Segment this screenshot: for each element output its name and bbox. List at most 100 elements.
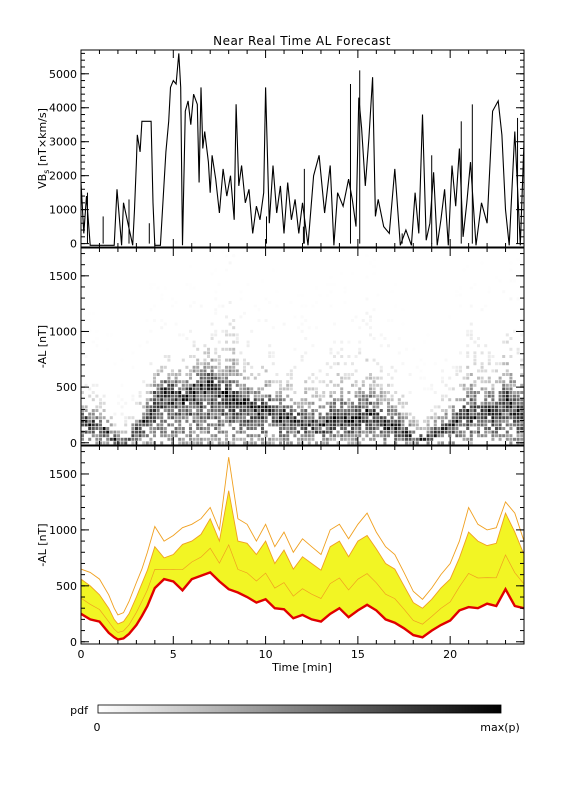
- pdf-cell: [163, 394, 167, 398]
- pdf-cell: [271, 257, 275, 261]
- pdf-cell: [214, 423, 218, 427]
- pdf-cell: [473, 401, 477, 405]
- pdf-cell: [261, 405, 264, 409]
- pdf-cell: [480, 434, 484, 438]
- pdf-cell: [203, 398, 207, 402]
- pdf-cell: [243, 376, 246, 380]
- pdf-cell: [160, 387, 164, 391]
- pdf-cell: [448, 434, 452, 438]
- pdf-cell: [271, 423, 275, 427]
- pdf-cell: [304, 304, 308, 308]
- pdf-cell: [217, 441, 221, 445]
- pdf-cell: [459, 419, 462, 423]
- pdf-cell: [264, 394, 268, 398]
- pdf-cell: [95, 409, 99, 412]
- pdf-cell: [369, 430, 372, 434]
- pdf-cell: [502, 373, 506, 376]
- pdf-cell: [289, 373, 293, 376]
- pdf-cell: [358, 430, 362, 434]
- pdf-cell: [203, 344, 207, 348]
- pdf-cell: [430, 315, 434, 319]
- pdf-cell: [505, 405, 509, 409]
- pdf-cell: [487, 430, 491, 434]
- pdf-cell: [495, 427, 498, 430]
- pdf-cell: [304, 391, 308, 394]
- pdf-cell: [185, 412, 189, 416]
- pdf-cell: [459, 365, 462, 369]
- pdf-cell: [372, 376, 376, 380]
- pdf-cell: [304, 430, 308, 434]
- pdf-cell: [138, 430, 142, 434]
- pdf-cell: [329, 283, 333, 286]
- pdf-cell: [307, 401, 311, 405]
- pdf-cell: [163, 398, 167, 402]
- pdf-cell: [343, 419, 347, 423]
- pdf-cell: [246, 423, 250, 427]
- pdf-cell: [225, 391, 228, 394]
- pdf-cell: [361, 319, 365, 322]
- colorbar-label: pdf: [70, 704, 89, 717]
- pdf-cell: [243, 412, 246, 416]
- pdf-cell: [131, 434, 135, 438]
- pdf-cell: [156, 423, 160, 427]
- pdf-cell: [441, 423, 444, 427]
- pdf-cell: [509, 391, 513, 394]
- pdf-cell: [387, 373, 390, 376]
- pdf-cell: [480, 409, 484, 412]
- pdf-cell: [365, 311, 369, 315]
- pdf-cell: [174, 416, 178, 420]
- pdf-cell: [325, 401, 329, 405]
- pdf-cell: [329, 423, 333, 427]
- pdf-cell: [181, 441, 185, 445]
- pdf-cell: [261, 430, 264, 434]
- pdf-cell: [369, 437, 372, 441]
- pdf-cell: [217, 355, 221, 358]
- pdf-cell: [448, 405, 452, 409]
- pdf-cell: [253, 401, 257, 405]
- pdf-cell: [106, 333, 110, 337]
- pdf-cell: [397, 434, 401, 438]
- pdf-cell: [171, 423, 174, 427]
- pdf-cell: [102, 430, 106, 434]
- pdf-cell: [199, 409, 203, 412]
- pdf-cell: [325, 373, 329, 376]
- pdf-cell: [282, 434, 286, 438]
- pdf-cell: [394, 434, 398, 438]
- pdf-cell: [520, 427, 524, 430]
- pdf-cell: [239, 391, 243, 394]
- pdf-cell: [394, 283, 398, 286]
- pdf-cell: [297, 326, 300, 330]
- pdf-cell: [289, 409, 293, 412]
- pdf-cell: [516, 394, 520, 398]
- pdf-cell: [279, 416, 282, 420]
- pdf-cell: [473, 340, 477, 344]
- pdf-cell: [401, 394, 405, 398]
- pdf-cell: [174, 322, 178, 326]
- pdf-cell: [192, 430, 196, 434]
- pdf-cell: [315, 423, 318, 427]
- pdf-cell: [329, 401, 333, 405]
- pdf-cell: [498, 401, 502, 405]
- pdf-cell: [189, 409, 192, 412]
- pdf-cell: [304, 423, 308, 427]
- pdf-cell: [199, 398, 203, 402]
- pdf-cell: [199, 304, 203, 308]
- pdf-cell: [401, 322, 405, 326]
- pdf-cell: [466, 423, 470, 427]
- pdf-cell: [444, 394, 448, 398]
- pdf-cell: [423, 362, 426, 366]
- pdf-cell: [358, 441, 362, 445]
- pdf-cell: [91, 340, 95, 344]
- pdf-cell: [264, 412, 268, 416]
- pdf-cell: [351, 401, 354, 405]
- pdf-cell: [315, 409, 318, 412]
- pdf-cell: [106, 441, 110, 445]
- pdf-cell: [167, 376, 171, 380]
- pdf-cell: [160, 430, 164, 434]
- pdf-cell: [369, 394, 372, 398]
- pdf-cell: [369, 387, 372, 391]
- pdf-cell: [210, 322, 214, 326]
- pdf-cell: [390, 423, 394, 427]
- pdf-cell: [271, 398, 275, 402]
